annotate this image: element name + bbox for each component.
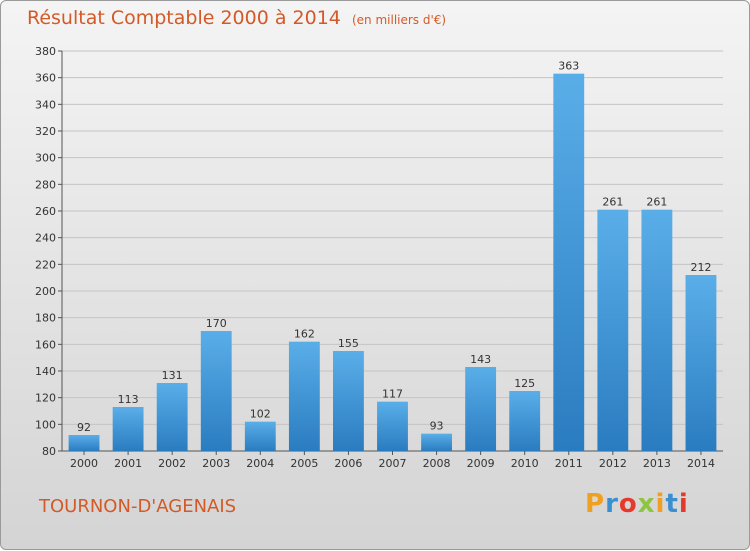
- logo-letter: o: [618, 489, 638, 519]
- value-label: 162: [294, 328, 315, 341]
- bar-2002: [156, 383, 188, 451]
- y-tick-label: 200: [35, 285, 56, 298]
- bar-2011: [553, 73, 585, 452]
- x-tick-label: 2012: [599, 457, 627, 470]
- bar-2001: [112, 407, 144, 451]
- value-label: 117: [382, 388, 403, 401]
- x-tick-label: 2009: [467, 457, 495, 470]
- bar-2012: [597, 209, 629, 451]
- y-tick-label: 320: [35, 125, 56, 138]
- y-tick-label: 140: [35, 365, 56, 378]
- value-label: 131: [162, 369, 183, 382]
- value-label: 102: [250, 408, 271, 421]
- y-tick-label: 380: [35, 45, 56, 58]
- chart-title: Résultat Comptable 2000 à 2014 (en milli…: [27, 7, 446, 29]
- value-label: 93: [430, 420, 444, 433]
- bar-2007: [377, 401, 408, 451]
- y-tick-label: 360: [35, 72, 56, 85]
- commune-name: TOURNON-D'AGENAIS: [39, 496, 237, 517]
- value-label: 143: [470, 353, 491, 366]
- x-tick-label: 2000: [70, 457, 98, 470]
- axes: 80 100 120 140 160 180 200 220 240 260 280 300 320 34…: [35, 45, 723, 470]
- x-tick-label: 2005: [290, 457, 318, 470]
- bars: [68, 73, 717, 452]
- chart-title-main: Résultat Comptable 2000 à 2014: [27, 7, 341, 29]
- bar-2013: [641, 209, 673, 451]
- proxiti-logo: Proxiti: [585, 489, 689, 519]
- x-tick-label: 2001: [114, 457, 142, 470]
- value-label: 212: [690, 261, 711, 274]
- value-label: 363: [558, 60, 579, 73]
- y-tick-label: 100: [35, 418, 56, 431]
- y-tick-label: 160: [35, 338, 56, 351]
- value-label: 155: [338, 337, 359, 350]
- y-tick-label: 280: [35, 178, 56, 191]
- x-tick-label: 2007: [379, 457, 407, 470]
- bar-2004: [244, 421, 276, 451]
- value-label: 125: [514, 377, 535, 390]
- x-tick-label: 2014: [687, 457, 715, 470]
- bar-2000: [68, 435, 100, 451]
- value-label: 170: [206, 317, 227, 330]
- labels: 92 113 131 170 102 162 155 117 93 143 125 363 261 261…: [77, 60, 711, 434]
- bar-2014: [685, 275, 717, 451]
- logo-letter: t: [665, 489, 679, 519]
- y-tick-label: 340: [35, 98, 56, 111]
- bar-2003: [200, 331, 232, 451]
- y-tick-label: 120: [35, 392, 56, 405]
- logo-letter: P: [585, 489, 606, 519]
- logo-letter: x: [637, 489, 656, 519]
- value-label: 261: [602, 196, 623, 209]
- x-tick-label: 2008: [423, 457, 451, 470]
- x-tick-label: 2013: [643, 457, 671, 470]
- bar-2005: [288, 341, 320, 451]
- y-tick-label: 260: [35, 205, 56, 218]
- x-tick-label: 2002: [158, 457, 186, 470]
- x-tick-label: 2006: [334, 457, 362, 470]
- value-label: 113: [118, 393, 139, 406]
- logo-letter: i: [678, 489, 689, 519]
- y-tick-label: 220: [35, 258, 56, 271]
- value-label: 261: [646, 196, 667, 209]
- x-tick-label: 2004: [246, 457, 274, 470]
- logo-letter: i: [655, 489, 666, 519]
- chart-title-unit: (en milliers d'€): [351, 13, 447, 27]
- logo-letter: r: [605, 489, 619, 519]
- bar-2008: [421, 433, 452, 451]
- y-tick-label: 80: [42, 445, 56, 458]
- x-tick-label: 2010: [511, 457, 539, 470]
- y-tick-label: 300: [35, 152, 56, 165]
- bar-2010: [509, 391, 541, 451]
- bar-2006: [333, 351, 364, 451]
- x-tick-label: 2011: [555, 457, 583, 470]
- value-label: 92: [77, 421, 91, 434]
- y-tick-label: 240: [35, 232, 56, 245]
- x-tick-label: 2003: [202, 457, 230, 470]
- bar-2009: [465, 367, 497, 451]
- y-tick-label: 180: [35, 312, 56, 325]
